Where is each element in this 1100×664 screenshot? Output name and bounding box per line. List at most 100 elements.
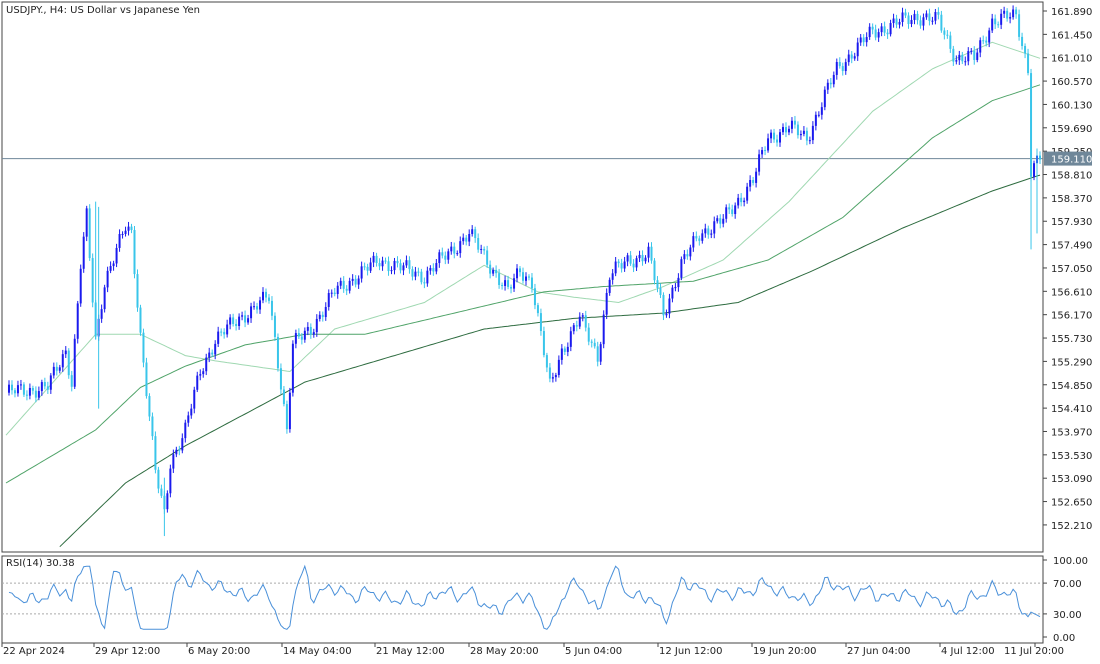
- bear-candle[interactable]: [133, 225, 136, 279]
- bull-candle[interactable]: [357, 275, 360, 289]
- bear-candle[interactable]: [1027, 48, 1030, 76]
- bear-candle[interactable]: [420, 268, 423, 285]
- bull-candle[interactable]: [665, 309, 668, 318]
- bear-candle[interactable]: [270, 296, 273, 321]
- bear-candle[interactable]: [719, 214, 722, 229]
- bull-candle[interactable]: [991, 13, 994, 34]
- bull-candle[interactable]: [1003, 6, 1006, 18]
- bull-candle[interactable]: [181, 433, 184, 454]
- bull-candle[interactable]: [901, 7, 904, 27]
- bear-candle[interactable]: [740, 193, 743, 207]
- bull-candle[interactable]: [614, 256, 617, 277]
- bear-candle[interactable]: [67, 348, 70, 379]
- bull-candle[interactable]: [184, 419, 187, 443]
- bull-candle[interactable]: [638, 250, 641, 263]
- bull-candle[interactable]: [253, 301, 256, 310]
- bull-candle[interactable]: [202, 368, 205, 378]
- bull-candle[interactable]: [127, 221, 130, 236]
- bull-candle[interactable]: [635, 255, 638, 272]
- bull-candle[interactable]: [749, 175, 752, 192]
- bull-candle[interactable]: [112, 260, 115, 271]
- bull-candle[interactable]: [303, 327, 306, 343]
- bear-candle[interactable]: [70, 370, 73, 392]
- bear-candle[interactable]: [904, 8, 907, 19]
- bear-candle[interactable]: [533, 283, 536, 310]
- bull-candle[interactable]: [312, 328, 315, 338]
- bull-candle[interactable]: [360, 261, 363, 283]
- bull-candle[interactable]: [52, 362, 55, 379]
- bear-candle[interactable]: [154, 431, 157, 474]
- bull-candle[interactable]: [205, 353, 208, 376]
- bull-candle[interactable]: [348, 277, 351, 294]
- bull-candle[interactable]: [247, 314, 250, 325]
- bull-candle[interactable]: [644, 255, 647, 264]
- bull-candle[interactable]: [599, 341, 602, 365]
- bull-candle[interactable]: [214, 340, 217, 360]
- bull-candle[interactable]: [166, 490, 169, 513]
- bull-candle[interactable]: [799, 130, 802, 140]
- bear-candle[interactable]: [545, 352, 548, 373]
- bear-candle[interactable]: [1024, 43, 1027, 59]
- bull-candle[interactable]: [605, 288, 608, 320]
- bear-candle[interactable]: [659, 283, 662, 299]
- bull-candle[interactable]: [438, 249, 441, 268]
- bear-candle[interactable]: [850, 51, 853, 64]
- bear-candle[interactable]: [387, 256, 390, 276]
- bull-candle[interactable]: [560, 344, 563, 365]
- bear-candle[interactable]: [264, 288, 267, 303]
- bull-candle[interactable]: [49, 373, 52, 394]
- bull-candle[interactable]: [647, 242, 650, 263]
- bear-candle[interactable]: [527, 274, 530, 281]
- bear-candle[interactable]: [1039, 151, 1041, 164]
- bull-candle[interactable]: [823, 86, 826, 111]
- bull-candle[interactable]: [847, 49, 850, 66]
- bear-candle[interactable]: [632, 259, 635, 273]
- bear-candle[interactable]: [563, 346, 566, 356]
- bull-candle[interactable]: [746, 182, 749, 204]
- bear-candle[interactable]: [617, 259, 620, 268]
- bull-candle[interactable]: [713, 216, 716, 239]
- bear-candle[interactable]: [519, 266, 522, 277]
- bull-candle[interactable]: [817, 111, 820, 118]
- bear-candle[interactable]: [396, 256, 399, 268]
- bear-candle[interactable]: [731, 204, 734, 217]
- bull-candle[interactable]: [405, 255, 408, 268]
- bull-candle[interactable]: [970, 48, 973, 55]
- bull-candle[interactable]: [677, 273, 680, 292]
- bull-candle[interactable]: [172, 449, 175, 473]
- bear-candle[interactable]: [142, 328, 145, 368]
- bear-candle[interactable]: [483, 246, 486, 255]
- main-price-panel[interactable]: 161.890 161.450 161.010 160.570 160.130 159.6…: [1, 1, 1092, 553]
- bull-candle[interactable]: [82, 232, 85, 273]
- bull-candle[interactable]: [196, 371, 199, 393]
- bear-candle[interactable]: [399, 259, 402, 274]
- bear-candle[interactable]: [375, 252, 378, 267]
- bull-candle[interactable]: [931, 16, 934, 25]
- bull-candle[interactable]: [73, 334, 76, 390]
- bear-candle[interactable]: [886, 29, 889, 39]
- bull-candle[interactable]: [169, 464, 172, 498]
- bear-candle[interactable]: [300, 332, 303, 345]
- bull-candle[interactable]: [315, 314, 318, 337]
- bear-candle[interactable]: [590, 339, 593, 348]
- bull-candle[interactable]: [58, 364, 61, 374]
- bull-candle[interactable]: [680, 256, 683, 281]
- bull-candle[interactable]: [217, 326, 220, 347]
- bear-candle[interactable]: [384, 257, 387, 264]
- bear-candle[interactable]: [244, 310, 247, 328]
- bull-candle[interactable]: [250, 302, 253, 323]
- bull-candle[interactable]: [988, 27, 991, 48]
- bull-candle[interactable]: [578, 312, 581, 330]
- bear-candle[interactable]: [160, 484, 163, 499]
- bull-candle[interactable]: [76, 300, 79, 344]
- bull-candle[interactable]: [725, 204, 728, 223]
- bull-candle[interactable]: [229, 314, 232, 330]
- bull-candle[interactable]: [979, 37, 982, 58]
- bear-candle[interactable]: [507, 275, 510, 290]
- bull-candle[interactable]: [339, 277, 342, 290]
- bull-candle[interactable]: [262, 287, 265, 304]
- bear-candle[interactable]: [411, 266, 414, 281]
- bull-candle[interactable]: [964, 56, 967, 66]
- bear-candle[interactable]: [764, 146, 767, 156]
- bear-candle[interactable]: [629, 251, 632, 266]
